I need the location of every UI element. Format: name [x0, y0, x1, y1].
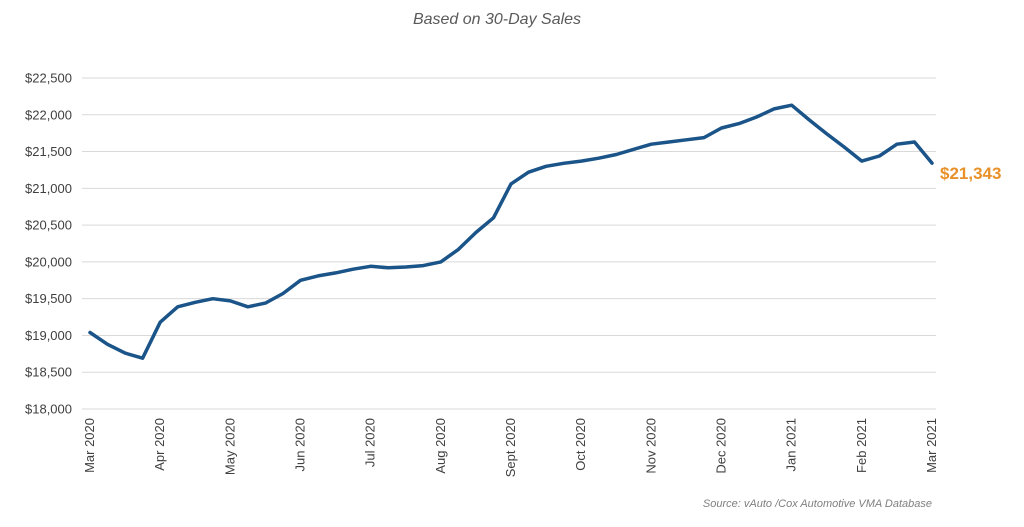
y-tick-label: $22,500 [25, 71, 72, 86]
x-axis-ticks: Mar 2020 Apr 2020 May 2020 Jun 2020 Jul 2020… [82, 418, 939, 477]
y-axis-ticks: $18,000 $18,500 $19,000 $19,500 $20,000 $20,5… [25, 71, 72, 417]
y-tick-label: $21,500 [25, 144, 72, 159]
y-tick-label: $21,000 [25, 181, 72, 196]
x-tick-label: Mar 2021 [924, 418, 939, 473]
series-line [88, 103, 934, 360]
grid-lines [82, 77, 936, 410]
y-tick-label: $19,500 [25, 291, 72, 306]
y-tick-label: $18,500 [25, 365, 72, 380]
x-tick-label: Sept 2020 [503, 418, 518, 477]
x-tick-label: Jan 2021 [784, 418, 799, 472]
source-note: Source: vAuto /Cox Automotive VMA Databa… [703, 498, 932, 510]
y-tick-label: $20,500 [25, 218, 72, 233]
x-tick-label: May 2020 [222, 418, 237, 475]
x-tick-label: Jun 2020 [293, 418, 308, 472]
y-tick-label: $22,000 [25, 107, 72, 122]
end-value-label: $21,343 [940, 164, 1001, 183]
y-tick-label: $18,000 [25, 402, 72, 417]
x-tick-label: Oct 2020 [573, 418, 588, 471]
x-tick-label: Mar 2020 [82, 418, 97, 473]
y-tick-label: $19,000 [25, 328, 72, 343]
x-tick-label: Apr 2020 [152, 418, 167, 471]
x-tick-label: Feb 2021 [854, 418, 869, 473]
x-tick-label: Nov 2020 [643, 418, 658, 474]
y-tick-label: $20,000 [25, 254, 72, 269]
chart-subtitle: Based on 30-Day Sales [413, 11, 581, 28]
x-tick-label: Jul 2020 [363, 418, 378, 467]
x-tick-label: Dec 2020 [714, 418, 729, 474]
x-tick-label: Aug 2020 [433, 418, 448, 474]
